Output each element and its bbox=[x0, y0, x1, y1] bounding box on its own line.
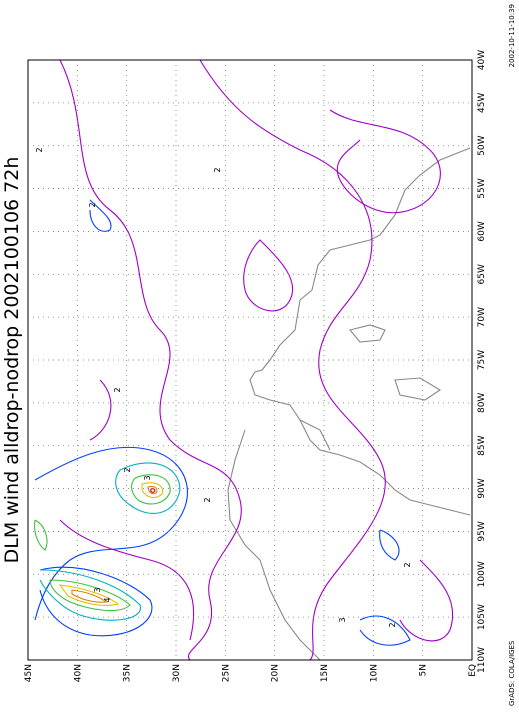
contour-label: 2 bbox=[35, 147, 44, 152]
contour-line bbox=[34, 474, 171, 612]
longitude-label: 45W bbox=[477, 93, 487, 113]
latitude-label: 30N bbox=[172, 664, 182, 682]
contour-label: 3 bbox=[338, 617, 347, 622]
longitude-label: 95W bbox=[477, 521, 487, 541]
latitude-label: 35N bbox=[123, 664, 133, 682]
contour-label: 2 bbox=[388, 622, 397, 627]
footer: GrADS: COLA/IGES bbox=[508, 640, 516, 706]
longitude-label: 105W bbox=[477, 604, 487, 630]
contour-label: 2 bbox=[213, 167, 222, 172]
longitude-label: 70W bbox=[477, 307, 487, 327]
latitude-label: 40N bbox=[73, 664, 83, 682]
contour-label: 3 bbox=[143, 475, 152, 480]
longitude-label: 40W bbox=[477, 50, 487, 70]
latitude-label: 15N bbox=[320, 664, 330, 682]
latitude-label: EQ bbox=[468, 664, 478, 677]
contour-line bbox=[199, 59, 386, 661]
latitude-label: 10N bbox=[369, 664, 379, 682]
longitude-label: 90W bbox=[477, 478, 487, 498]
contour-line bbox=[39, 199, 153, 637]
contour-line bbox=[359, 529, 411, 646]
contour-line bbox=[59, 59, 242, 661]
map-layer bbox=[34, 59, 471, 661]
longitude-label: 55W bbox=[477, 178, 487, 198]
contour-label: 2 bbox=[123, 467, 132, 472]
latitude-label: 25N bbox=[221, 664, 231, 682]
contour-line bbox=[58, 482, 164, 606]
latitude-label: 45N bbox=[24, 664, 34, 682]
longitude-label: 110W bbox=[477, 647, 487, 673]
contour-label: 2 bbox=[88, 202, 97, 207]
longitude-label: 50W bbox=[477, 135, 487, 155]
contour-line bbox=[34, 446, 188, 621]
contour-label: 3 bbox=[93, 587, 102, 592]
contour-line bbox=[59, 379, 195, 641]
latitude-label: 5N bbox=[419, 664, 429, 676]
longitude-label: 60W bbox=[477, 221, 487, 241]
contour-label: 2 bbox=[403, 562, 412, 567]
longitude-label: 65W bbox=[477, 264, 487, 284]
contour-label: 2 bbox=[203, 497, 212, 502]
latitude-label: 20N bbox=[271, 664, 281, 682]
coastline bbox=[227, 429, 321, 661]
map-title: DLM wind alldrop-nodrop 2002100106 72h bbox=[1, 157, 23, 564]
longitude-label: 85W bbox=[477, 435, 487, 455]
longitude-label: 80W bbox=[477, 393, 487, 413]
timestamp: 2002-10-11-10:39 bbox=[508, 4, 516, 67]
longitude-label: 75W bbox=[477, 350, 487, 370]
contour-line bbox=[39, 462, 181, 621]
contour-line bbox=[329, 109, 441, 214]
coastline bbox=[299, 324, 442, 451]
contour-label: 2 bbox=[113, 387, 122, 392]
longitude-label: 100W bbox=[477, 561, 487, 587]
contour-line bbox=[71, 485, 158, 603]
coastline bbox=[249, 147, 471, 516]
contour-label: 4 bbox=[103, 597, 112, 602]
contour-line bbox=[243, 239, 454, 642]
